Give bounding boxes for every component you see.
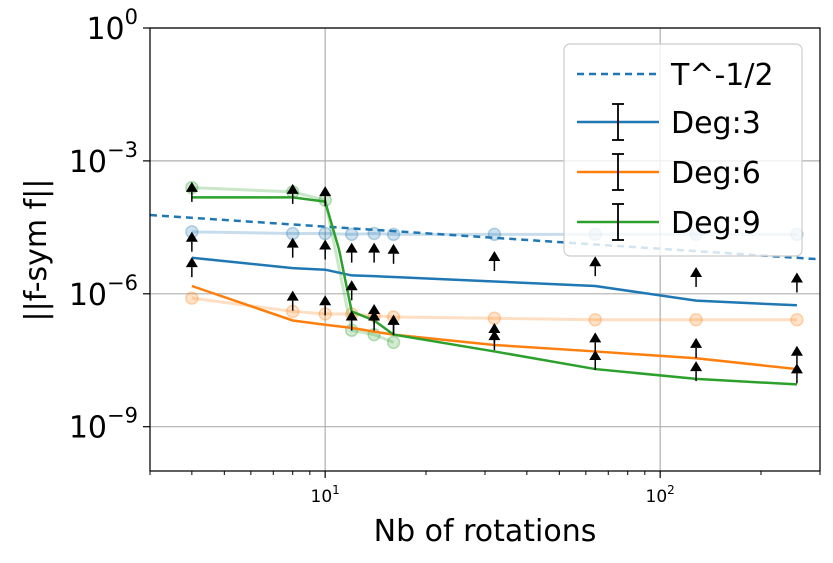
x-tick-label: 101 <box>311 483 340 507</box>
reference-line <box>150 213 820 261</box>
y-axis-label: ||f-sym f|| <box>19 179 54 322</box>
legend: T^-1/2 Deg:3 Deg:6 Deg:9 <box>563 43 803 257</box>
y-tick-base: 10 <box>69 278 107 313</box>
error-arrow <box>387 243 400 254</box>
error-arrow <box>589 350 602 361</box>
error-arrow <box>368 242 381 253</box>
y-tick-exponent: −6 <box>107 271 138 295</box>
error-arrow <box>345 280 358 291</box>
error-arrow <box>286 290 299 301</box>
error-arrow <box>345 242 358 253</box>
x-tick-base: 10 <box>646 487 668 507</box>
scatter-point <box>588 312 602 327</box>
error-arrow <box>286 183 299 194</box>
legend-label: Deg:6 <box>671 156 761 191</box>
y-tick-label: 100 <box>86 5 138 47</box>
error-arrow <box>319 295 332 306</box>
legend-label: T^-1/2 <box>670 58 774 93</box>
error-arrow <box>690 361 703 372</box>
error-arrow <box>790 345 803 356</box>
error-arrow <box>790 272 803 283</box>
scatter-point <box>790 312 804 327</box>
scatter-point <box>689 312 703 327</box>
scatter-point <box>318 226 332 241</box>
error-arrow <box>185 181 198 192</box>
legend-label: Deg:9 <box>671 206 761 241</box>
legend-label: Deg:3 <box>671 106 761 141</box>
error-arrow <box>690 266 703 277</box>
x-tick-label: 102 <box>646 483 675 507</box>
y-tick-exponent: −3 <box>107 138 138 162</box>
y-tick-base: 10 <box>69 145 107 180</box>
error-arrow <box>589 256 602 267</box>
error-arrow <box>368 303 381 314</box>
error-arrow <box>387 314 400 325</box>
x-tick-base: 10 <box>311 487 333 507</box>
scatter-point <box>185 291 199 305</box>
scatter-point <box>386 335 401 350</box>
error-arrow <box>286 237 299 248</box>
y-tick-base: 10 <box>86 12 124 47</box>
scatter-point <box>344 227 359 242</box>
x-tick-exponent: 2 <box>667 483 675 497</box>
error-arrow <box>589 332 602 343</box>
error-arrow <box>185 257 198 268</box>
legend-frame <box>563 43 803 257</box>
error-arrow <box>488 330 501 341</box>
y-tick-exponent: 0 <box>125 5 138 29</box>
y-tick-base: 10 <box>69 411 107 446</box>
series-layer <box>150 180 820 386</box>
error-arrow <box>488 323 501 334</box>
series-line <box>191 284 798 371</box>
error-arrow <box>319 186 332 197</box>
scatter-trend-line <box>191 186 395 344</box>
y-tick-exponent: −9 <box>107 404 138 428</box>
series-line <box>191 256 797 307</box>
y-tick-label: 10−9 <box>69 404 138 446</box>
error-arrow <box>690 337 703 348</box>
y-tick-label: 10−3 <box>69 138 138 180</box>
scatter-trend-line <box>191 296 797 322</box>
error-arrow <box>185 231 198 242</box>
error-arrow <box>319 239 332 250</box>
error-arrow <box>488 251 501 262</box>
x-axis-label: Nb of rotations <box>374 514 597 549</box>
error-arrow <box>790 363 803 374</box>
error-arrow <box>345 310 358 321</box>
x-tick-exponent: 1 <box>332 483 340 497</box>
y-tick-label: 10−6 <box>69 271 138 313</box>
